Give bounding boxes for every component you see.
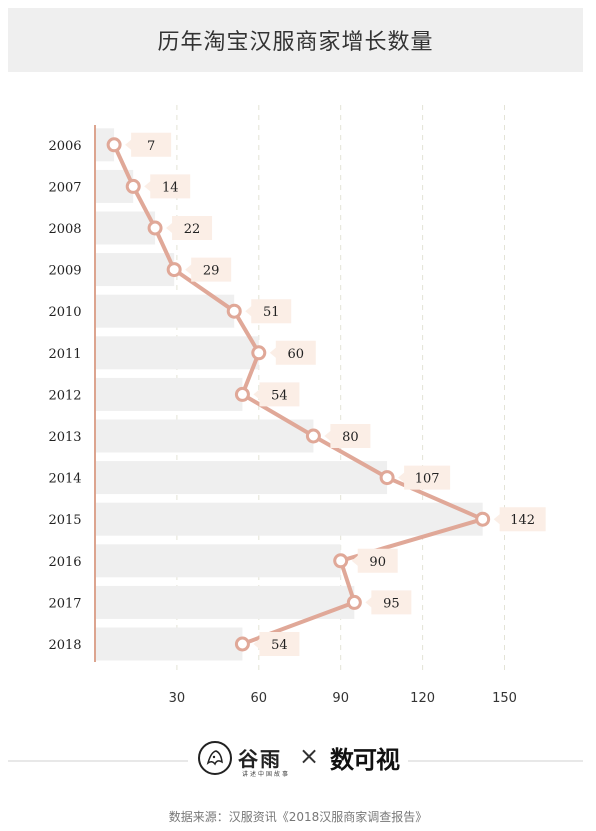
data-label: 80 xyxy=(342,430,359,445)
guyu-slogan: 讲述中国故事 xyxy=(242,771,291,778)
data-points xyxy=(106,137,491,652)
data-label-box xyxy=(398,465,451,490)
data-point xyxy=(106,137,122,153)
x-tick-label: 120 xyxy=(410,691,435,706)
data-label: 14 xyxy=(162,180,179,195)
x-tick-label: 150 xyxy=(492,691,517,706)
category-label: 2015 xyxy=(48,513,81,528)
data-point xyxy=(305,428,321,444)
bars xyxy=(95,128,483,661)
data-point xyxy=(251,345,267,361)
data-label: 51 xyxy=(263,305,280,320)
bar xyxy=(95,419,314,453)
shukeshi-logo: 数可视 xyxy=(330,746,400,774)
data-label: 107 xyxy=(415,472,440,487)
data-point xyxy=(125,178,141,194)
bar xyxy=(95,544,341,578)
chart-title: 历年淘宝汉服商家增长数量 xyxy=(157,30,434,55)
category-label: 2014 xyxy=(48,472,81,487)
data-label-box xyxy=(253,382,300,407)
category-label: 2007 xyxy=(48,180,81,195)
guyu-logo: 谷雨 讲述中国故事 xyxy=(198,741,298,781)
logo-divider-left xyxy=(8,760,188,762)
data-label-box xyxy=(324,424,371,448)
category-label: 2012 xyxy=(48,388,81,403)
guyu-emblem-icon xyxy=(198,741,232,775)
category-label: 2006 xyxy=(48,139,81,154)
logo-separator: × xyxy=(299,742,320,770)
guyu-name: 谷雨 xyxy=(238,747,282,771)
bar xyxy=(95,253,175,287)
bar xyxy=(95,461,388,495)
source-note: 数据来源：汉服资讯《2018汉服商家调查报告》 xyxy=(168,810,428,824)
data-label-box xyxy=(269,340,316,365)
bar xyxy=(95,294,235,328)
category-labels: 2006 2007 2008 2009 2010 2011 2012 2013 2014 2015… xyxy=(48,139,81,653)
category-label: 2010 xyxy=(48,305,81,320)
category-label: 2018 xyxy=(48,638,81,653)
data-point xyxy=(234,386,250,402)
data-label: 54 xyxy=(271,638,288,653)
category-label: 2016 xyxy=(48,555,81,570)
data-label-box xyxy=(166,216,213,240)
logo-strip: 谷雨 讲述中国故事 × 数可视 xyxy=(0,736,596,786)
x-tick-label: 60 xyxy=(251,691,268,706)
data-label-box xyxy=(144,174,191,199)
data-label: 54 xyxy=(271,388,288,403)
data-label: 29 xyxy=(203,264,220,279)
data-point xyxy=(166,262,182,278)
x-tick-label: 90 xyxy=(332,691,349,706)
data-point xyxy=(475,511,491,527)
bar xyxy=(95,585,355,619)
bar xyxy=(95,377,243,411)
bar xyxy=(95,336,259,370)
data-label: 60 xyxy=(288,347,305,362)
data-label-box xyxy=(245,299,292,324)
data-point xyxy=(147,220,163,236)
x-tick-labels: 30 60 90 120 150 xyxy=(169,691,517,706)
data-point xyxy=(379,470,395,486)
bar xyxy=(95,502,483,536)
data-label: 90 xyxy=(369,555,386,570)
data-label-box xyxy=(351,548,398,573)
chart: 2006 2007 2008 2009 2010 2011 2012 2013 2014 2015… xyxy=(48,105,546,706)
category-label: 2008 xyxy=(48,222,81,237)
data-label-box xyxy=(185,257,232,282)
category-label: 2009 xyxy=(48,264,81,279)
data-label-box xyxy=(253,632,300,656)
data-point xyxy=(346,594,362,610)
data-label: 7 xyxy=(147,139,155,154)
data-point xyxy=(333,553,349,569)
data-label-box xyxy=(365,590,412,615)
data-point xyxy=(226,303,242,319)
bar xyxy=(95,128,115,162)
data-label: 22 xyxy=(184,222,201,237)
data-point xyxy=(234,636,250,652)
title-bar: 历年淘宝汉服商家增长数量 xyxy=(8,8,583,72)
data-labels: 7 14 22 29 51 60 54 80 107 142 90 95 54 xyxy=(125,132,546,656)
logo-divider-right xyxy=(408,760,583,762)
x-tick-label: 30 xyxy=(169,691,186,706)
data-label-box xyxy=(493,507,546,532)
data-label: 142 xyxy=(510,513,535,528)
category-label: 2017 xyxy=(48,596,81,611)
bar xyxy=(95,627,243,661)
data-label-box xyxy=(125,132,172,157)
category-label: 2011 xyxy=(48,347,81,362)
data-label: 95 xyxy=(383,596,400,611)
bar xyxy=(95,211,156,245)
category-label: 2013 xyxy=(48,430,81,445)
